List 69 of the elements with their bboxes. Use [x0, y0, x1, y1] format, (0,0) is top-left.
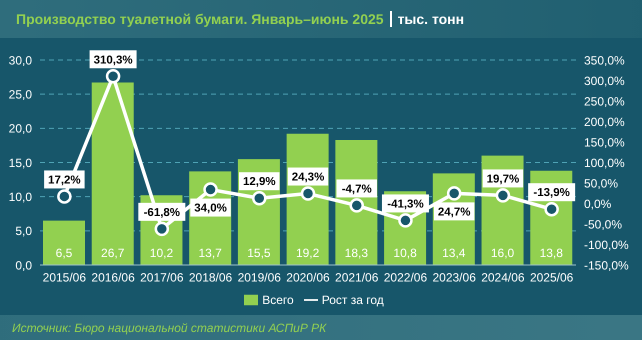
data-label: -61,8%: [144, 206, 180, 219]
y2-tick-label: 300,0%: [584, 74, 626, 88]
y2-tick-label: 350,0%: [584, 53, 626, 68]
data-label: 10,2: [150, 246, 174, 260]
y2-tick-label: 0,0%: [584, 196, 612, 211]
x-tick-label: 2016/06: [91, 270, 136, 285]
legend-label: Рост за год: [322, 293, 384, 307]
point: [154, 222, 170, 236]
y2-tick-label: 250,0%: [584, 94, 626, 108]
y2-tick-label: 150,0%: [584, 135, 626, 150]
y2-tick-label: 50,0%: [584, 176, 618, 190]
y-tick-label: 0,0: [15, 258, 32, 272]
y2-tick-label: -50,0%: [584, 217, 622, 232]
data-label: 16,0: [490, 246, 515, 260]
data-label: 13,8: [540, 246, 564, 260]
data-label: 15,5: [247, 246, 271, 260]
y2-tick-label: 100,0%: [584, 156, 626, 170]
data-label: -13,9%: [533, 187, 570, 200]
data-label: 26,7: [101, 246, 125, 260]
x-tick-label: 2022/06: [384, 270, 428, 285]
point: [398, 213, 413, 228]
x-tick-label: 2025/06: [530, 270, 574, 285]
y2-tick-label: -100,0%: [584, 238, 630, 252]
data-label: -41,3%: [387, 198, 424, 210]
data-label: 17,2%: [48, 174, 81, 186]
y-tick-label: 10,0: [8, 190, 32, 204]
data-label: 24,3%: [292, 172, 324, 184]
legend-label: Всего: [262, 293, 294, 307]
point: [544, 202, 559, 216]
y-tick-label: 20,0: [8, 122, 32, 136]
x-tick-label: 2015/06: [42, 270, 86, 285]
data-label: 24,7%: [438, 206, 470, 218]
text: Источник: Бюро национальной статистики АСПиР РК: [12, 320, 326, 334]
data-label: 18,3: [344, 246, 368, 260]
y-tick-label: 25,0: [8, 87, 32, 102]
data-label: 6,5: [56, 246, 73, 260]
x-tick-label: 2019/06: [238, 270, 282, 285]
chart-subtitle: тыс. тонн: [390, 11, 464, 27]
chart-title: Производство туалетной бумаги. Январь–июнь 2025: [16, 11, 384, 27]
data-label: 19,7%: [486, 173, 520, 186]
point: [300, 186, 316, 201]
y-tick-label: 5,0: [15, 224, 32, 238]
x-tick-label: 2024/06: [481, 270, 525, 285]
point: [446, 186, 462, 201]
y2-tick-label: 200,0%: [584, 114, 626, 129]
point: [203, 182, 218, 197]
point: [252, 190, 267, 206]
data-label: 19,2: [296, 246, 320, 260]
x-tick-label: 2020/06: [286, 270, 330, 285]
bar: [43, 220, 85, 265]
x-tick-label: 2018/06: [188, 270, 233, 285]
x-tick-label: 2017/06: [140, 270, 184, 285]
y2-tick-label: -150,0%: [584, 258, 630, 272]
point: [349, 198, 364, 213]
data-label: 34,0%: [194, 202, 227, 215]
data-label: 10,8: [393, 246, 418, 260]
data-label: 310,3%: [94, 54, 133, 66]
data-label: 13,7: [198, 246, 222, 260]
bar: [92, 82, 134, 265]
point: [106, 69, 120, 84]
data-label: 12,9%: [242, 176, 276, 188]
data-label: 13,4: [442, 246, 466, 260]
data-label: -4,7%: [342, 183, 372, 196]
y-tick-label: 15,0: [8, 156, 32, 170]
x-tick-label: 2021/06: [335, 270, 379, 285]
x-tick-label: 2023/06: [432, 270, 476, 285]
y-tick-label: 30,0: [8, 53, 32, 68]
point: [57, 189, 72, 204]
point: [496, 188, 510, 203]
